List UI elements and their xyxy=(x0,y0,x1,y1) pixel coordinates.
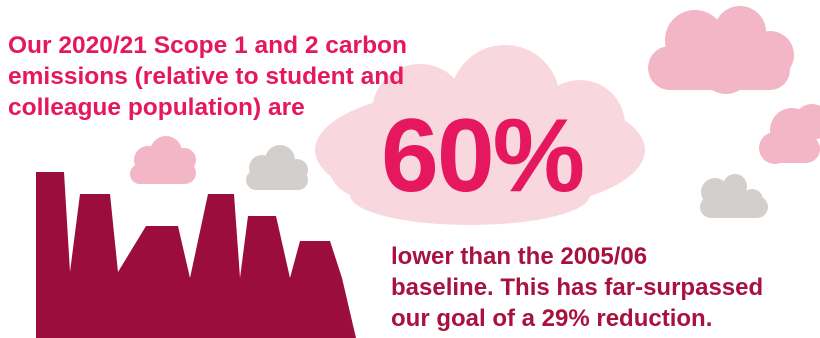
headline-line-3: colleague population) are xyxy=(8,94,305,121)
description-line-3: our goal of a 29% reduction. xyxy=(391,305,713,332)
factory-skyline-icon xyxy=(36,172,356,338)
reduction-percentage: 60% xyxy=(381,98,585,214)
headline: Our 2020/21 Scope 1 and 2 carbon emissio… xyxy=(8,30,528,123)
headline-line-1: Our 2020/21 Scope 1 and 2 carbon xyxy=(8,32,407,59)
headline-line-2: emissions (relative to student and xyxy=(8,63,405,90)
reduction-description: lower than the 2005/06 baseline. This ha… xyxy=(391,241,820,334)
description-line-2: baseline. This has far-surpassed xyxy=(391,274,764,301)
pink-cloud-icon xyxy=(759,104,820,164)
grey-cloud-icon xyxy=(246,145,308,190)
large-cloud-icon xyxy=(315,45,645,225)
grey-cloud-icon xyxy=(700,174,768,218)
pink-cloud-icon xyxy=(648,6,794,94)
description-line-1: lower than the 2005/06 xyxy=(391,243,648,270)
pink-cloud-icon xyxy=(130,136,196,184)
